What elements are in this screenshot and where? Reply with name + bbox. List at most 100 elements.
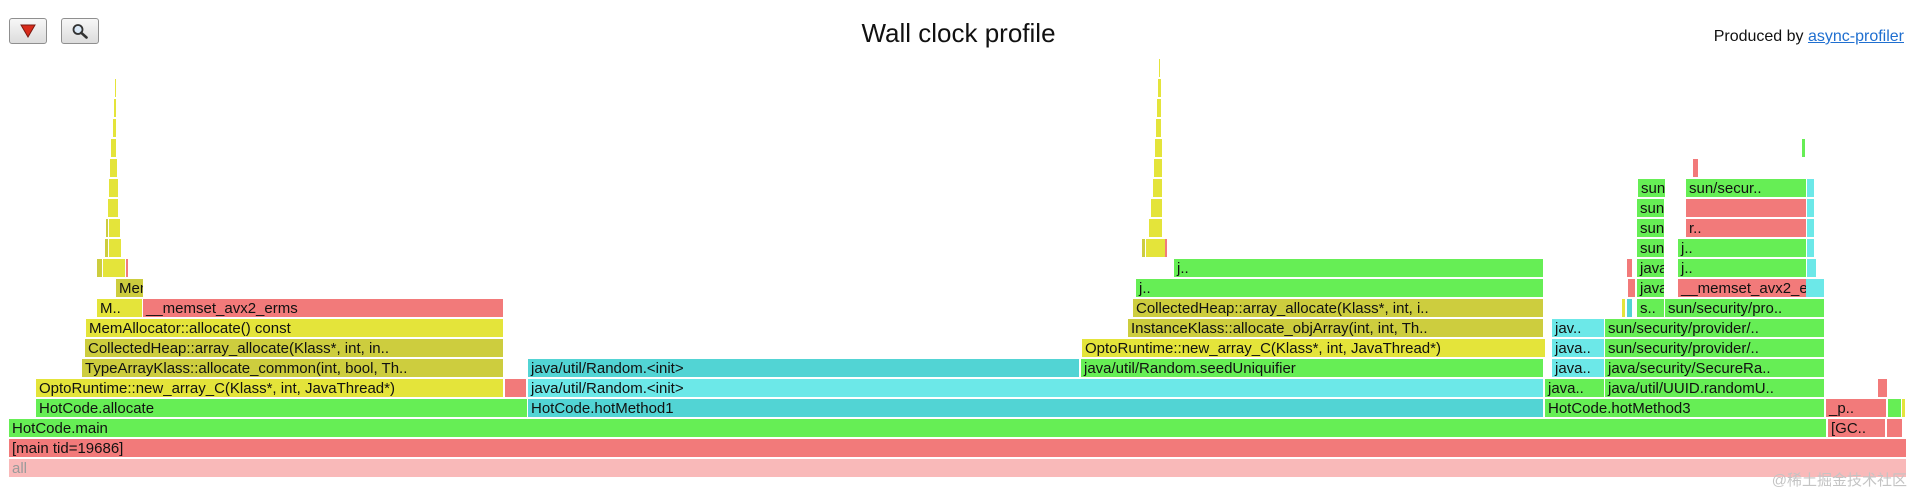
frame-sliver[interactable] xyxy=(1142,239,1146,258)
frame-optoruntime-new-array-c-klass-int-javathread[interactable]: OptoRuntime::new_array_C(Klass*, int, Ja… xyxy=(1082,339,1546,358)
frame-java-securit[interactable]: java/securit.. xyxy=(1637,259,1665,278)
frame-java-util-uuid-randomu[interactable]: java/util/UUID.randomU.. xyxy=(1605,379,1825,398)
frame-sliver[interactable] xyxy=(1165,239,1168,258)
frame-s[interactable]: s.. xyxy=(1637,299,1665,318)
frame-sliver[interactable] xyxy=(1807,259,1817,278)
frame-sliver[interactable] xyxy=(1802,139,1806,158)
frame-sliver[interactable] xyxy=(106,239,122,258)
frame-sliver[interactable] xyxy=(1693,159,1699,178)
frame-hotcode-hotmethod1[interactable]: HotCode.hotMethod1 xyxy=(528,399,1544,418)
frame-sliver[interactable] xyxy=(1685,179,1686,198)
frame-java[interactable]: java.. xyxy=(1552,359,1605,378)
frame-sliver[interactable] xyxy=(1158,79,1162,98)
frame-sliver[interactable] xyxy=(111,139,117,158)
frame-sun-securit[interactable]: sun/securit.. xyxy=(1637,219,1665,238)
frame-gc[interactable]: [GC.. xyxy=(1828,419,1886,438)
frame-j[interactable]: j.. xyxy=(1678,259,1807,278)
frame-sliver[interactable] xyxy=(1878,379,1888,398)
frame-sliver[interactable] xyxy=(505,379,527,398)
frame-sliver[interactable] xyxy=(106,219,109,238)
frame-all[interactable]: all xyxy=(9,459,1907,478)
frame-sliver[interactable] xyxy=(1160,39,1161,58)
frame-r[interactable]: r.. xyxy=(1686,219,1807,238)
frame-sliver[interactable] xyxy=(100,259,126,278)
frame-java-security-securera[interactable]: java/security/SecureRa.. xyxy=(1605,359,1825,378)
frame-j[interactable]: j.. xyxy=(1174,259,1544,278)
frame-java-util-random-init[interactable]: java/util/Random.<init> xyxy=(528,379,1544,398)
frame-collectedheap-array-allocate-klass-int-i[interactable]: CollectedHeap::array_allocate(Klass*, in… xyxy=(1133,299,1544,318)
frame-sliver[interactable] xyxy=(1887,419,1903,438)
frame-typearrayklass-allocate-common-int-bool-th[interactable]: TypeArrayKlass::allocate_common(int, boo… xyxy=(82,359,504,378)
frame-instanceklass-allocate-objarray-int-int-th[interactable]: InstanceKlass::allocate_objArray(int, in… xyxy=(1128,319,1544,338)
frame-hotcode-hotmethod3[interactable]: HotCode.hotMethod3 xyxy=(1545,399,1825,418)
frame-java[interactable]: java.. xyxy=(1545,379,1605,398)
frame-sliver[interactable] xyxy=(1157,99,1162,118)
frame-memallocator-allocate-const[interactable]: MemAllocator::allocate() const xyxy=(116,279,144,298)
frame-memset-avx2-erms[interactable]: __memset_avx2_erms xyxy=(1678,279,1807,298)
frame-sliver[interactable] xyxy=(1622,299,1626,318)
frame-m[interactable]: M.. xyxy=(97,299,143,318)
frame-sliver[interactable] xyxy=(113,119,117,138)
frame-sun-security[interactable]: sun/security.. xyxy=(1637,239,1665,258)
frame-sliver[interactable] xyxy=(110,159,118,178)
frame-sliver[interactable] xyxy=(1873,399,1887,418)
frame-sliver[interactable] xyxy=(126,259,129,278)
reverse-button[interactable] xyxy=(9,18,47,44)
frame-sliver[interactable] xyxy=(1151,199,1163,218)
frame-java-securit[interactable]: java/securit.. xyxy=(1637,279,1665,298)
frame-sliver[interactable] xyxy=(1902,399,1906,418)
frame-sun-security-provider[interactable]: sun/security/provider/.. xyxy=(1605,339,1825,358)
frame-sliver[interactable] xyxy=(114,99,117,118)
frame-java[interactable]: java.. xyxy=(1552,339,1605,358)
frame-sliver[interactable] xyxy=(1628,279,1636,298)
page-title: Wall clock profile xyxy=(861,18,1056,48)
frame-sliver[interactable] xyxy=(1615,299,1616,318)
frame-main-tid-19686[interactable]: [main tid=19686] xyxy=(9,439,1907,458)
frame-sliver[interactable] xyxy=(1146,239,1166,258)
frame-sliver[interactable] xyxy=(1153,179,1163,198)
frame-collectedheap-array-allocate-klass-int-in[interactable]: CollectedHeap::array_allocate(Klass*, in… xyxy=(85,339,504,358)
frame-sun-secur[interactable]: sun/secur.. xyxy=(1686,179,1807,198)
frame-sliver[interactable] xyxy=(107,219,121,238)
frame-jav[interactable]: jav.. xyxy=(1552,319,1605,338)
frame-sliver[interactable] xyxy=(97,259,103,278)
frame-hotcode-allocate[interactable]: HotCode.allocate xyxy=(36,399,528,418)
frame-j[interactable]: j.. xyxy=(1136,279,1544,298)
frame-memallocator-allocate-const[interactable]: MemAllocator::allocate() const xyxy=(86,319,504,338)
frame-sliver[interactable] xyxy=(1806,279,1825,298)
frame-sliver[interactable] xyxy=(1807,219,1815,238)
frame-sliver[interactable] xyxy=(1627,299,1633,318)
frame-sliver[interactable] xyxy=(108,199,119,218)
frame-optoruntime-new-array-c-klass-int-javathread[interactable]: OptoRuntime::new_array_C(Klass*, int, Ja… xyxy=(36,379,504,398)
frame-hotcode-main[interactable]: HotCode.main xyxy=(9,419,1827,438)
produced-by: Produced by async-profiler xyxy=(1714,28,1904,46)
magnifier-icon xyxy=(72,24,88,39)
frame-sliver[interactable] xyxy=(1155,139,1163,158)
frame-sliver[interactable] xyxy=(1888,399,1902,418)
frame-sliver[interactable] xyxy=(1627,259,1633,278)
frame-sun-securi[interactable]: sun/securi.. xyxy=(1638,179,1666,198)
frame-sliver[interactable] xyxy=(116,59,117,78)
search-button[interactable] xyxy=(61,18,99,44)
frame-sliver[interactable] xyxy=(1149,219,1163,238)
frame-sliver[interactable] xyxy=(1156,119,1162,138)
watermark: @稀土掘金技术社区 xyxy=(1771,472,1907,489)
frame-sliver[interactable] xyxy=(115,79,117,98)
frame-sliver[interactable] xyxy=(1154,159,1163,178)
frame-sun-securit[interactable]: sun/securit.. xyxy=(1637,199,1665,218)
async-profiler-link[interactable]: async-profiler xyxy=(1807,28,1904,45)
frame-sliver[interactable] xyxy=(1807,239,1815,258)
frame-frame[interactable] xyxy=(1686,199,1807,218)
frame-sliver[interactable] xyxy=(109,179,119,198)
frame-memset-avx2-erms[interactable]: __memset_avx2_erms xyxy=(143,299,504,318)
frame-sliver[interactable] xyxy=(1159,59,1161,78)
frame-j[interactable]: j.. xyxy=(1678,239,1807,258)
frame-java-util-random-seeduniquifier[interactable]: java/util/Random.seedUniquifier xyxy=(1081,359,1544,378)
frame-java-util-random-init[interactable]: java/util/Random.<init> xyxy=(528,359,1080,378)
frame-sliver[interactable] xyxy=(1807,179,1815,198)
frame-sliver[interactable] xyxy=(1807,199,1815,218)
frame-sun-security-provider[interactable]: sun/security/provider/.. xyxy=(1605,319,1825,338)
frame-sliver[interactable] xyxy=(105,239,109,258)
frame-sun-security-pro[interactable]: sun/security/pro.. xyxy=(1665,299,1825,318)
